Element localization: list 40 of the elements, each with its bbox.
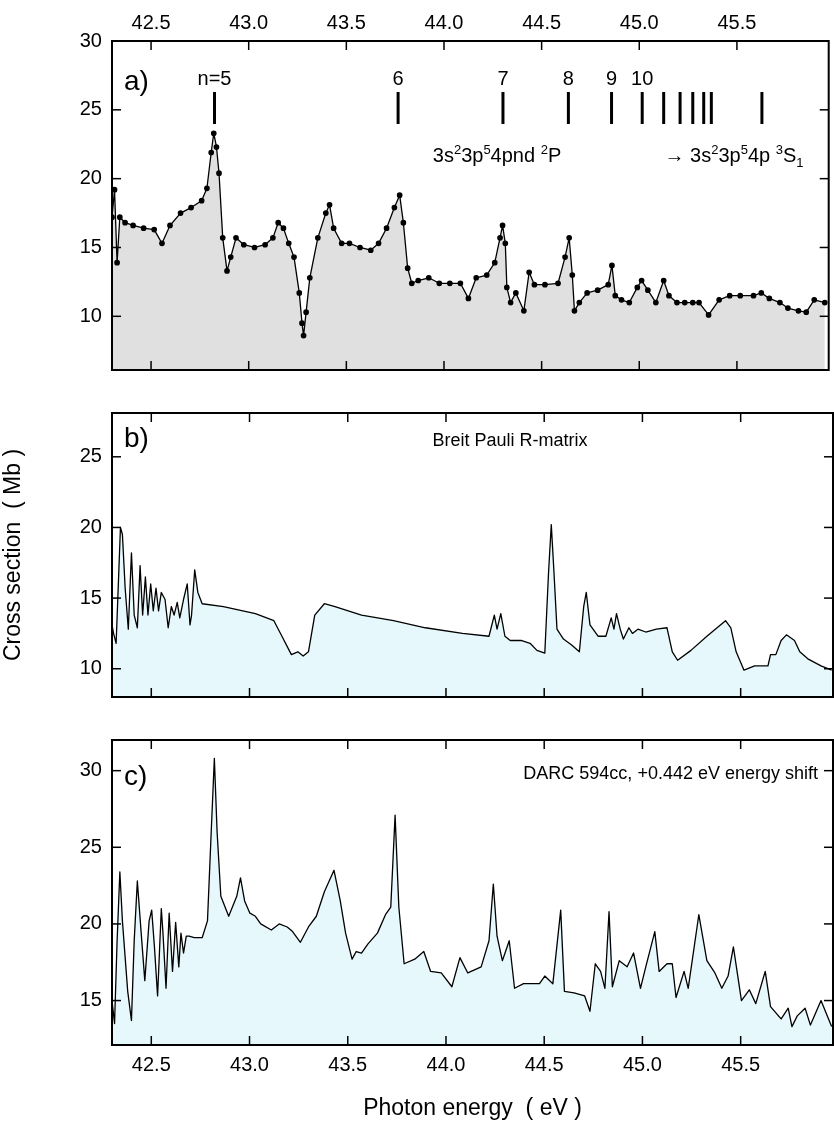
y-tick-label: 25 bbox=[79, 97, 102, 120]
annotation: 6 bbox=[392, 67, 404, 89]
x-tick-label: 43.0 bbox=[230, 1052, 269, 1075]
y-tick-label: 10 bbox=[79, 656, 102, 679]
x2-tick-label: 45.0 bbox=[619, 10, 659, 33]
annotation: 9 bbox=[605, 67, 618, 89]
x-tick-label: 43.5 bbox=[328, 1052, 368, 1075]
x-tick-label: 42.5 bbox=[131, 1052, 171, 1075]
x-tick-label: 44.5 bbox=[524, 1052, 564, 1075]
y-tick-label: 25 bbox=[79, 444, 102, 467]
x2-tick-label: 44.0 bbox=[424, 10, 464, 33]
y-tick-label: 15 bbox=[79, 585, 102, 608]
x2-tick-label: 43.0 bbox=[229, 10, 269, 33]
annotation: a) bbox=[124, 65, 149, 96]
annotation: b) bbox=[124, 422, 149, 453]
y-tick-label: 10 bbox=[79, 303, 102, 326]
x-tick-label: 45.0 bbox=[622, 1052, 662, 1075]
y-tick-label: 20 bbox=[79, 514, 102, 537]
x2-tick-label: 42.5 bbox=[131, 10, 171, 33]
annotation: n=5 bbox=[197, 67, 232, 89]
y-axis-title: Cross section ( Mb ) bbox=[0, 448, 26, 662]
x2-tick-label: 45.5 bbox=[717, 10, 757, 33]
y-tick-label: 30 bbox=[79, 28, 102, 51]
y-tick-label: 20 bbox=[79, 911, 102, 934]
y-tick-label: 15 bbox=[79, 988, 102, 1011]
x2-tick-label: 44.5 bbox=[522, 10, 562, 33]
annotation: 8 bbox=[562, 67, 574, 89]
annotation: DARC 594cc, +0.442 eV energy shift bbox=[523, 763, 819, 783]
y-tick-label: 20 bbox=[79, 166, 102, 189]
x2-tick-label: 43.5 bbox=[326, 10, 366, 33]
x-tick-label: 45.5 bbox=[721, 1052, 761, 1075]
y-tick-label: 30 bbox=[79, 758, 102, 781]
x-axis-title: Photon energy ( eV ) bbox=[363, 1093, 582, 1120]
annotation: 7 bbox=[497, 67, 509, 89]
y-tick-label: 15 bbox=[79, 235, 102, 257]
annotation: 10 bbox=[631, 67, 654, 89]
x-tick-label: 44.0 bbox=[426, 1052, 466, 1075]
y-tick-label: 25 bbox=[79, 834, 102, 857]
annotation: c) bbox=[124, 760, 148, 791]
annotation: Breit Pauli R-matrix bbox=[432, 430, 588, 450]
